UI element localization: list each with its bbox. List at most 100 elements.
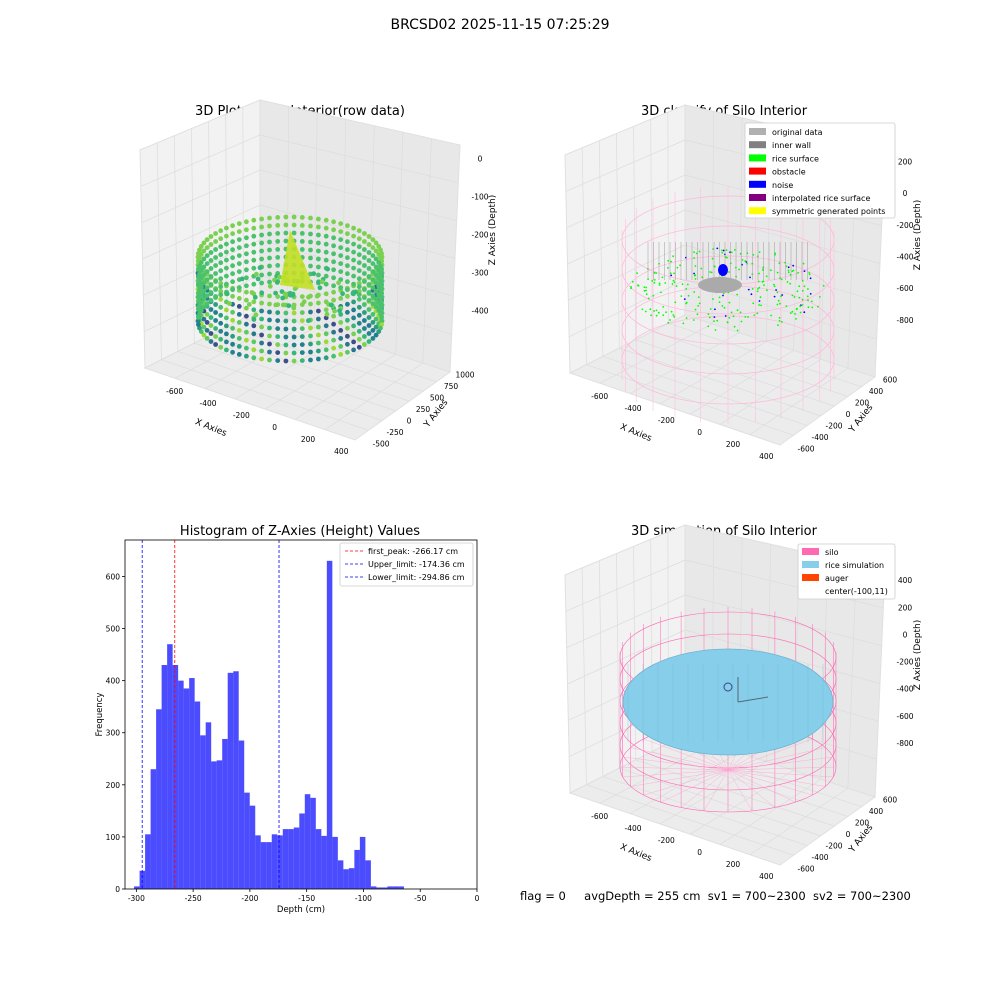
grid-line xyxy=(260,240,453,296)
data-point xyxy=(378,304,383,309)
data-point xyxy=(213,247,218,252)
data-point xyxy=(196,299,201,304)
y-axis-label: Y Axies xyxy=(422,398,451,431)
data-point xyxy=(798,285,800,287)
data-point xyxy=(230,302,235,307)
x-tick-label: 0 xyxy=(697,428,702,437)
sv2-text: sv2 = 700~2300 xyxy=(813,889,911,903)
silo-wireframe xyxy=(661,732,728,770)
data-point xyxy=(662,314,664,316)
x-tick-label: -600 xyxy=(591,392,608,401)
histogram-bar xyxy=(178,681,184,889)
data-point xyxy=(259,293,264,298)
z-tick-label: 0 xyxy=(478,154,483,163)
data-point xyxy=(259,357,264,362)
data-point xyxy=(367,275,372,280)
x-tick-label: 200 xyxy=(726,440,741,449)
data-point xyxy=(651,280,653,282)
data-point xyxy=(380,255,385,260)
grid-line xyxy=(568,630,686,684)
data-point xyxy=(788,272,790,274)
data-point xyxy=(258,265,263,270)
data-point xyxy=(308,350,313,355)
y-tick-label: -200 xyxy=(825,841,842,850)
data-point xyxy=(224,250,229,255)
data-point xyxy=(797,290,799,292)
histogram-bar xyxy=(195,701,201,889)
flag-text: flag = 0 xyxy=(520,889,566,903)
legend-label: obstacle xyxy=(772,168,806,177)
data-point xyxy=(777,324,779,326)
data-point xyxy=(744,316,746,318)
data-point xyxy=(197,256,202,261)
data-point xyxy=(324,274,329,279)
data-point xyxy=(351,226,356,231)
data-point xyxy=(684,298,686,300)
data-point xyxy=(728,317,730,319)
data-point xyxy=(205,312,210,317)
x-tick-label: -600 xyxy=(166,387,183,396)
grid-line xyxy=(739,118,742,333)
data-point xyxy=(259,290,264,295)
data-point xyxy=(316,341,321,346)
data-point xyxy=(213,286,218,291)
legend-box xyxy=(340,543,473,586)
legend-swatch xyxy=(749,141,766,148)
data-point xyxy=(230,271,235,276)
data-point xyxy=(213,279,218,284)
data-point xyxy=(376,244,381,249)
data-point xyxy=(777,304,779,306)
x-axis-label: X Axies xyxy=(193,417,228,439)
data-point xyxy=(351,316,356,321)
data-point xyxy=(781,321,783,323)
data-point xyxy=(338,237,343,242)
data-point xyxy=(237,245,242,250)
grid-line xyxy=(636,340,835,406)
data-point xyxy=(345,342,350,347)
data-point xyxy=(244,235,249,240)
data-point xyxy=(331,298,336,303)
data-point xyxy=(728,271,730,273)
data-point xyxy=(378,288,383,293)
grid-line xyxy=(341,119,345,336)
histogram-bar xyxy=(255,835,261,889)
data-point xyxy=(766,275,768,277)
data-point xyxy=(656,310,658,312)
data-point xyxy=(218,281,223,286)
data-point xyxy=(199,329,204,334)
data-point xyxy=(731,312,733,314)
data-point xyxy=(367,242,372,247)
data-point xyxy=(244,227,249,232)
grid-line xyxy=(244,318,437,381)
data-point xyxy=(376,329,381,334)
legend-label: symmetric generated points xyxy=(772,207,885,216)
data-point xyxy=(209,298,214,303)
data-point xyxy=(332,309,337,314)
data-point xyxy=(744,260,746,262)
data-point xyxy=(267,240,272,245)
data-point xyxy=(721,275,723,277)
data-point xyxy=(672,314,674,316)
data-point xyxy=(202,269,207,274)
grid-line xyxy=(227,327,423,392)
data-point xyxy=(676,285,678,287)
histogram-bar xyxy=(283,829,289,889)
data-point xyxy=(209,339,214,344)
data-point xyxy=(267,248,272,253)
grid-line xyxy=(848,144,857,369)
grid-line xyxy=(652,332,848,397)
grid-line xyxy=(600,744,712,803)
data-point xyxy=(658,312,660,314)
histogram-legend: first_peak: -266.17 cmUpper_limit: -174.… xyxy=(340,543,473,586)
data-point xyxy=(367,315,372,320)
data-point xyxy=(224,316,229,321)
data-point xyxy=(237,277,242,282)
data-point xyxy=(244,314,249,319)
data-point xyxy=(819,296,821,298)
grid-line xyxy=(739,538,742,753)
data-point xyxy=(288,293,293,298)
silo-wireframe xyxy=(622,286,834,374)
legend-label: inner wall xyxy=(772,141,811,150)
data-point xyxy=(292,359,297,364)
data-point xyxy=(357,345,362,350)
